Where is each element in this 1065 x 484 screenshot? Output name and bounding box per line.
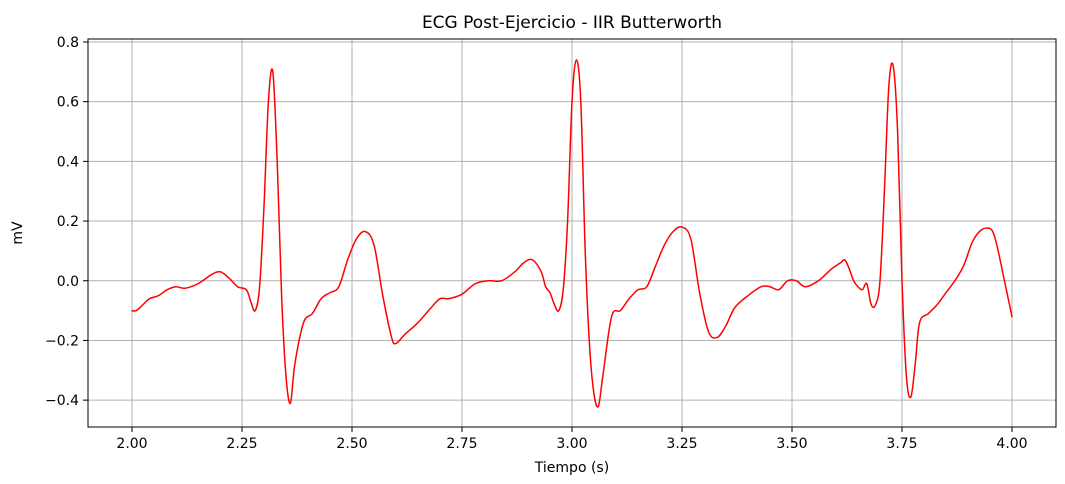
tick-layer: 2.00 2.25 2.50 2.75 3.00 3.25 3.50 3.75 4.00 −0.4…	[45, 35, 1028, 452]
x-tick-label: 3.25	[666, 436, 697, 452]
x-tick-label: 3.00	[556, 436, 587, 452]
grid-layer	[88, 39, 1056, 427]
y-axis-label: mV	[10, 221, 26, 245]
y-tick-label: −0.2	[45, 333, 79, 349]
x-tick-label: 3.50	[776, 436, 807, 452]
y-tick-label: 0.8	[57, 35, 79, 51]
x-tick-label: 2.50	[336, 436, 367, 452]
x-axis-label: Tiempo (s)	[534, 460, 609, 476]
x-tick-label: 2.75	[446, 436, 477, 452]
x-tick-label: 2.00	[116, 436, 147, 452]
y-tick-label: 0.0	[57, 274, 79, 290]
x-tick-label: 2.25	[226, 436, 257, 452]
ecg-series-line	[131, 59, 1013, 408]
y-tick-label: 0.2	[57, 214, 79, 230]
chart-title: ECG Post-Ejercicio - IIR Butterworth	[422, 13, 722, 33]
series-layer	[131, 59, 1013, 408]
y-tick-label: 0.6	[57, 95, 79, 111]
x-tick-label: 4.00	[996, 436, 1027, 452]
x-tick-label: 3.75	[886, 436, 917, 452]
y-tick-label: −0.4	[45, 393, 79, 409]
y-tick-label: 0.4	[57, 154, 79, 170]
